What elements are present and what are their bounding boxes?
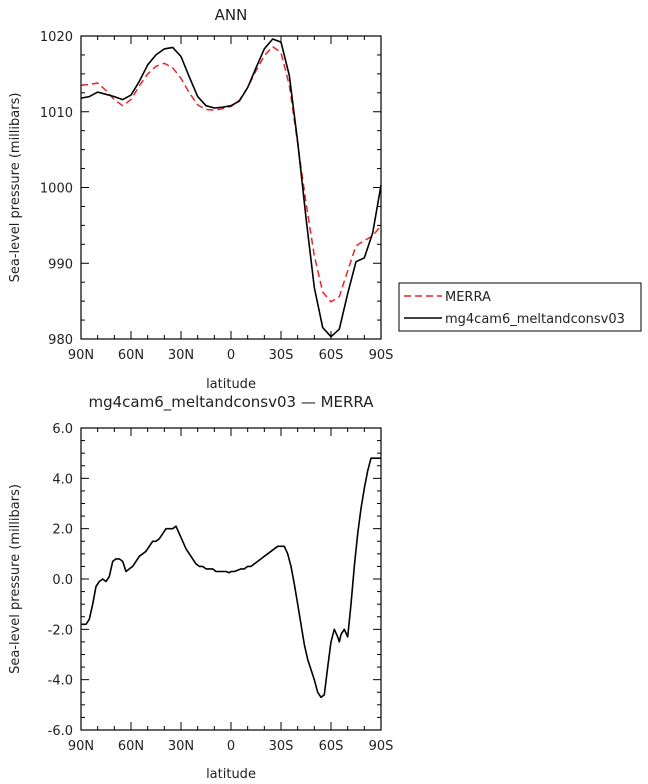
legend: MERRA mg4cam6_meltandconsv03 — [398, 282, 642, 332]
top-xtick-label: 0 — [227, 348, 235, 363]
bottom-ytick-label: 2.0 — [52, 523, 73, 538]
top-panel: ANN 90N 60N 30N 0 30S 60S 90S 980 990 1000 1010 102… — [8, 6, 393, 392]
legend-label-model: mg4cam6_meltandconsv03 — [445, 312, 625, 327]
top-series-merra-line — [80, 45, 382, 303]
top-ytick-label: 980 — [48, 333, 73, 348]
top-title: ANN — [215, 6, 248, 24]
bottom-xtick-label: 60S — [319, 739, 344, 754]
bottom-xtick-label: 60N — [118, 739, 144, 754]
top-ytick-label: 1000 — [40, 182, 73, 197]
bottom-ytick-label: 6.0 — [52, 422, 73, 437]
top-xlabel: latitude — [206, 377, 256, 392]
bottom-title: mg4cam6_meltandconsv03 — MERRA — [88, 393, 374, 412]
top-series — [80, 38, 382, 338]
legend-label-merra: MERRA — [445, 290, 491, 305]
top-ticks: 90N 60N 30N 0 30S 60S 90S 980 990 1000 1010 1020 — [40, 30, 393, 363]
bottom-xtick-label: 90N — [68, 739, 94, 754]
top-ytick-label: 1010 — [40, 106, 73, 121]
bottom-ytick-label: -6.0 — [48, 724, 73, 739]
top-xtick-label: 90N — [68, 348, 94, 363]
legend-box — [398, 282, 642, 332]
bottom-ytick-label: -2.0 — [48, 623, 73, 638]
bottom-xtick-label: 30S — [269, 739, 294, 754]
top-plot-frame — [80, 35, 382, 340]
bottom-xtick-label: 0 — [227, 739, 235, 754]
bottom-ylabel: Sea-level pressure (millibars) — [8, 484, 23, 674]
bottom-xtick-label: 90S — [369, 739, 394, 754]
top-xtick-label: 60N — [118, 348, 144, 363]
top-ytick-label: 990 — [48, 257, 73, 272]
top-xtick-label: 60S — [319, 348, 344, 363]
bottom-ticks: 90N 60N 30N 0 30S 60S 90S -6.0 -4.0 -2.0 0.0 2.0 4.0… — [48, 422, 394, 754]
bottom-panel: mg4cam6_meltandconsv03 — MERRA 90N 60N 30N… — [8, 393, 393, 782]
bottom-ytick-label: 0.0 — [52, 573, 73, 588]
bottom-ytick-label: -4.0 — [48, 674, 73, 689]
top-xtick-label: 90S — [369, 348, 394, 363]
bottom-xlabel: latitude — [206, 767, 256, 782]
bottom-series — [81, 457, 381, 699]
bottom-xtick-label: 30N — [168, 739, 194, 754]
top-xtick-label: 30N — [168, 348, 194, 363]
top-ytick-label: 1020 — [40, 30, 73, 45]
top-series-mg4cam6-meltandconsv03-line — [80, 38, 382, 338]
top-ylabel: Sea-level pressure (millibars) — [8, 93, 23, 283]
top-xtick-label: 30S — [269, 348, 294, 363]
bottom-ytick-label: 4.0 — [52, 472, 73, 487]
bottom-series-difference-line — [81, 457, 381, 699]
bottom-plot-frame — [80, 427, 382, 731]
